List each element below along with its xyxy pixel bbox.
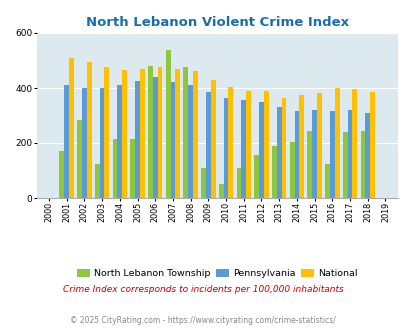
Bar xyxy=(258,102,263,198)
Bar xyxy=(192,72,197,198)
Bar xyxy=(369,92,374,198)
Bar xyxy=(77,120,82,198)
Bar xyxy=(104,67,109,198)
Bar xyxy=(276,107,281,198)
Bar xyxy=(307,131,311,198)
Bar xyxy=(298,95,303,198)
Bar xyxy=(82,88,87,198)
Title: North Lebanon Violent Crime Index: North Lebanon Violent Crime Index xyxy=(85,16,348,29)
Bar xyxy=(236,168,241,198)
Bar xyxy=(364,113,369,198)
Bar xyxy=(87,62,91,198)
Bar xyxy=(228,86,232,198)
Bar xyxy=(95,164,100,198)
Bar xyxy=(245,91,250,198)
Bar xyxy=(69,58,74,198)
Bar xyxy=(294,112,298,198)
Bar xyxy=(223,98,228,198)
Bar xyxy=(135,81,140,198)
Bar xyxy=(210,80,215,198)
Bar xyxy=(130,139,135,198)
Bar xyxy=(205,92,210,198)
Bar xyxy=(175,69,180,198)
Bar xyxy=(59,151,64,198)
Bar xyxy=(324,164,329,198)
Bar xyxy=(170,82,175,198)
Bar xyxy=(100,88,104,198)
Bar xyxy=(281,98,286,198)
Bar xyxy=(152,77,157,198)
Bar xyxy=(263,91,268,198)
Bar xyxy=(271,146,276,198)
Bar xyxy=(183,67,188,198)
Text: © 2025 CityRating.com - https://www.cityrating.com/crime-statistics/: © 2025 CityRating.com - https://www.city… xyxy=(70,316,335,325)
Bar xyxy=(148,66,152,198)
Bar xyxy=(157,67,162,198)
Bar xyxy=(117,85,122,198)
Bar xyxy=(112,139,117,198)
Bar xyxy=(201,168,205,198)
Bar xyxy=(64,85,69,198)
Bar xyxy=(316,93,321,198)
Bar xyxy=(188,85,192,198)
Bar xyxy=(334,88,339,198)
Bar xyxy=(122,70,127,198)
Bar xyxy=(289,142,294,198)
Legend: North Lebanon Township, Pennsylvania, National: North Lebanon Township, Pennsylvania, Na… xyxy=(73,265,360,282)
Bar xyxy=(360,131,364,198)
Bar xyxy=(342,132,347,198)
Bar xyxy=(218,184,223,198)
Bar xyxy=(165,50,170,198)
Bar xyxy=(254,155,258,198)
Bar xyxy=(329,112,334,198)
Bar xyxy=(347,110,352,198)
Text: Crime Index corresponds to incidents per 100,000 inhabitants: Crime Index corresponds to incidents per… xyxy=(62,285,343,294)
Bar xyxy=(311,110,316,198)
Bar xyxy=(352,89,356,198)
Bar xyxy=(241,100,245,198)
Bar xyxy=(140,69,144,198)
